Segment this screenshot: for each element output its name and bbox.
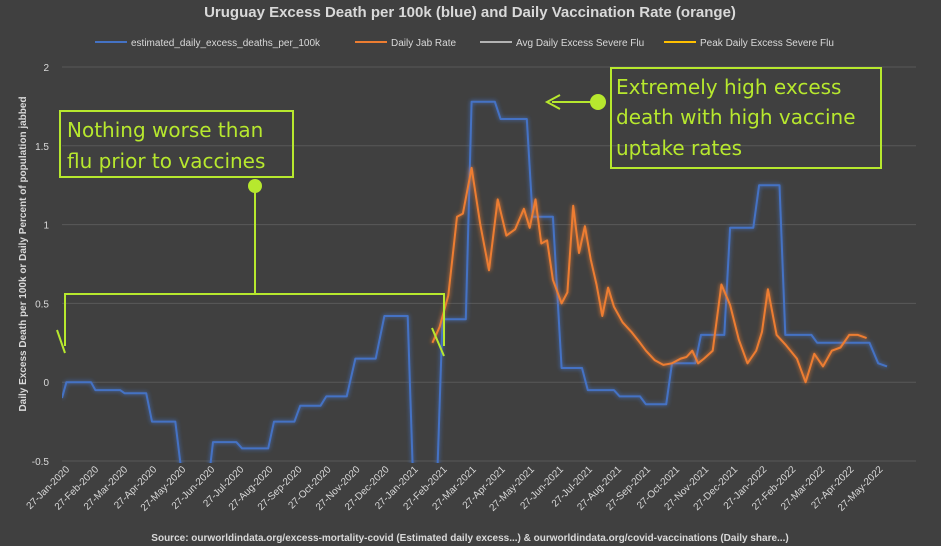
annotation-left-bracket-tick-left: [56, 329, 66, 354]
plot-series: [62, 100, 916, 463]
y-tick-label: 1.5: [35, 142, 49, 153]
legend-label-excess-deaths: estimated_daily_excess_deaths_per_100k: [131, 38, 321, 49]
series-excess-deaths-line: [62, 100, 888, 463]
annotation-left-bracket-tick-right: [431, 327, 445, 357]
legend: estimated_daily_excess_deaths_per_100k D…: [95, 38, 834, 49]
y-tick-label: 1: [43, 221, 49, 232]
legend-label-jab-rate: Daily Jab Rate: [391, 38, 456, 49]
y-tick-label: -0.5: [32, 457, 50, 468]
arrow-left-icon: [544, 94, 561, 110]
source-caption: Source: ourworldindata.org/excess-mortal…: [151, 533, 788, 544]
annotation-left-line-2: flu prior to vaccines: [67, 149, 265, 173]
series-group: [62, 100, 916, 463]
y-tick-label: 0.5: [35, 299, 49, 310]
y-tick-label: 0: [43, 378, 49, 389]
annotation-right-line-2: death with high vaccine: [616, 105, 856, 129]
legend-label-peak-flu: Peak Daily Excess Severe Flu: [700, 38, 834, 49]
series-jab-rate-line: [431, 166, 867, 384]
annotation-right-line-3: uptake rates: [616, 136, 742, 160]
chart-title: Uruguay Excess Death per 100k (blue) and…: [204, 4, 736, 21]
y-axis-ticks: -0.5 0 0.5 1 1.5 2: [32, 63, 50, 468]
y-axis-label: Daily Excess Death per 100k or Daily Per…: [18, 96, 29, 411]
annotation-left-line-1: Nothing worse than: [67, 118, 263, 142]
annotation-box-left: [59, 110, 294, 178]
annotations: Nothing worse than flu prior to vaccines…: [56, 67, 882, 357]
legend-label-avg-flu: Avg Daily Excess Severe Flu: [516, 38, 644, 49]
gridlines: [62, 66, 916, 462]
annotation-left-bracket: [64, 293, 445, 346]
annotation-box-right: [610, 67, 882, 169]
annotation-right-line-1: Extremely high excess: [616, 75, 841, 99]
y-tick-label: 2: [43, 63, 49, 74]
